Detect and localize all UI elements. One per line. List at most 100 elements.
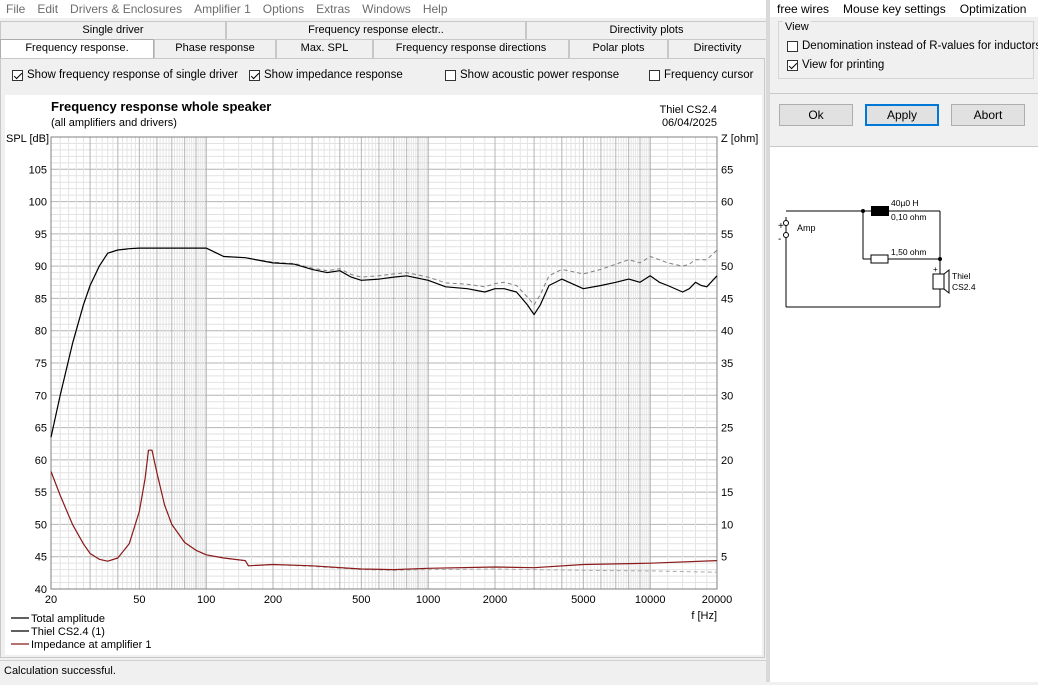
crossover-schematic: + - Amp 40µ0 H 0,10 ohm 1,50 ohm + Thiel…	[778, 198, 976, 308]
menu-windows[interactable]: Windows	[362, 2, 411, 16]
menu-drivers-enclosures[interactable]: Drivers & Enclosures	[70, 2, 183, 16]
amp-minus-sign: -	[778, 234, 781, 245]
tab-max-spl[interactable]: Max. SPL	[276, 39, 373, 59]
y-tick-label-right: 60	[721, 197, 733, 209]
x-axis-label: f [Hz]	[691, 610, 717, 622]
chart-area[interactable]: 40 45 50 55 60 65 70 75 80 85 90 95 100 105 5 10 15 20 25 3…	[5, 95, 762, 655]
amp-plus-sign: +	[778, 221, 784, 232]
legend: Total amplitude Thiel CS2.4 (1) Impedanc…	[11, 613, 151, 651]
plot-frame	[50, 136, 718, 590]
tab-directivity-plots[interactable]: Directivity plots	[526, 21, 767, 39]
y-tick-label-right: 25	[721, 423, 733, 435]
tab-polar-plots[interactable]: Polar plots	[569, 39, 668, 59]
checkbox-label: Show frequency response of single driver	[27, 69, 238, 81]
y-axis-right-label: Z [ohm]	[721, 133, 758, 145]
abort-button[interactable]: Abort	[951, 104, 1025, 126]
menu-options[interactable]: Options	[262, 2, 305, 16]
options-row: Show frequency response of single driver…	[6, 64, 761, 92]
checkbox-box	[787, 40, 798, 52]
right-menubar: free wires Mouse key settings Optimizati…	[770, 0, 1038, 17]
chart-date: 06/04/2025	[662, 117, 717, 129]
y-tick-label-left: 65	[35, 423, 47, 435]
y-tick-label-left: 105	[29, 164, 47, 176]
status-text: Calculation successful.	[4, 665, 116, 677]
y-tick-label-right: 55	[721, 229, 733, 241]
x-tick-label: 20	[45, 594, 57, 606]
tab-row-2: Frequency response. Phase response Max. …	[0, 39, 767, 59]
tab-directivity[interactable]: Directivity	[668, 39, 767, 59]
junction-dot	[938, 257, 942, 261]
circuit-diagram[interactable]: + - Amp 40µ0 H 0,10 ohm 1,50 ohm + Thiel…	[770, 147, 1038, 682]
tab-row-1: Single driver Frequency response electr.…	[0, 21, 767, 39]
driver-name: Thiel	[952, 271, 971, 281]
tab-single-driver[interactable]: Single driver	[0, 21, 226, 39]
driver-cone	[943, 268, 950, 295]
x-tick-label: 10000	[635, 594, 666, 606]
menu-help[interactable]: Help	[422, 2, 448, 16]
view-for-printing-checkbox[interactable]: View for printing	[787, 59, 884, 71]
menu-amplifier-1[interactable]: Amplifier 1	[194, 2, 251, 16]
x-tick-label: 100	[197, 594, 215, 606]
series-line-3	[50, 449, 718, 573]
menu-edit[interactable]: Edit	[37, 2, 59, 16]
x-tick-label: 500	[352, 594, 370, 606]
tab-frequency-response[interactable]: Frequency response.	[0, 39, 154, 59]
menu-extras[interactable]: Extras	[316, 2, 351, 16]
frequency-cursor-checkbox[interactable]: Frequency cursor	[649, 69, 753, 81]
splitter[interactable]	[766, 0, 770, 682]
checkbox-label: Show impedance response	[264, 69, 403, 81]
menu-free-wires[interactable]: free wires	[777, 1, 830, 16]
y-tick-label-right: 15	[721, 487, 733, 499]
show-impedance-checkbox[interactable]: Show impedance response	[249, 69, 403, 81]
y-tick-label-left: 55	[35, 487, 47, 499]
show-acoustic-power-checkbox[interactable]: Show acoustic power response	[445, 69, 619, 81]
axis-ticks: 40 45 50 55 60 65 70 75 80 85 90 95 100 105 5 10 15 20 25 3…	[29, 164, 734, 606]
checkbox-label: Frequency cursor	[664, 69, 754, 81]
x-tick-label: 50	[133, 594, 145, 606]
y-tick-label-right: 40	[721, 326, 733, 338]
driver-symbol	[932, 273, 945, 290]
y-tick-label-right: 50	[721, 261, 733, 273]
y-tick-label-right: 35	[721, 358, 733, 370]
denomination-checkbox[interactable]: Denomination instead of R-values for ind…	[787, 40, 1038, 52]
apply-button[interactable]: Apply	[865, 104, 939, 126]
menubar: File Edit Drivers & Enclosures Amplifier…	[0, 0, 767, 18]
divider	[770, 146, 1038, 147]
y-tick-label-left: 45	[35, 552, 47, 564]
y-tick-label-right: 20	[721, 455, 733, 467]
inductor-value: 40µ0 H	[891, 198, 919, 208]
y-tick-label-left: 85	[35, 293, 47, 305]
checkbox-box	[249, 69, 260, 81]
show-single-driver-checkbox[interactable]: Show frequency response of single driver	[12, 69, 238, 81]
x-tick-label: 5000	[571, 594, 595, 606]
y-tick-label-left: 100	[29, 197, 47, 209]
inductor-symbol	[871, 206, 889, 216]
resistor-value: 1,50 ohm	[891, 247, 926, 257]
driver-plus-sign: +	[933, 265, 938, 274]
tab-frequency-response-electrical[interactable]: Frequency response electr..	[226, 21, 526, 39]
x-tick-label: 20000	[702, 594, 733, 606]
ok-button[interactable]: Ok	[779, 104, 853, 126]
menu-optimization[interactable]: Optimization	[959, 1, 1027, 16]
resistor-symbol	[870, 254, 889, 264]
inductor-resistance: 0,10 ohm	[891, 212, 926, 222]
y-tick-label-left: 50	[35, 519, 47, 531]
y-tick-label-right: 45	[721, 293, 733, 305]
legend-total-amplitude: Total amplitude	[31, 613, 105, 625]
menu-file[interactable]: File	[6, 2, 26, 16]
checkbox-label: Denomination instead of R-values for ind…	[802, 40, 1038, 52]
x-tick-label: 200	[264, 594, 282, 606]
chart-model: Thiel CS2.4	[660, 104, 717, 116]
menu-mouse-key-settings[interactable]: Mouse key settings	[843, 1, 946, 16]
grid	[50, 136, 718, 590]
x-tick-label: 1000	[416, 594, 440, 606]
tab-frequency-response-directions[interactable]: Frequency response directions	[373, 39, 569, 59]
y-tick-label-left: 80	[35, 326, 47, 338]
y-tick-label-left: 95	[35, 229, 47, 241]
view-group-title: View	[783, 21, 811, 33]
checkbox-box	[445, 69, 456, 81]
tab-phase-response[interactable]: Phase response	[154, 39, 276, 59]
checkbox-box	[12, 69, 23, 81]
amp-terminal-plus	[783, 220, 789, 226]
checkbox-label: View for printing	[802, 59, 885, 71]
